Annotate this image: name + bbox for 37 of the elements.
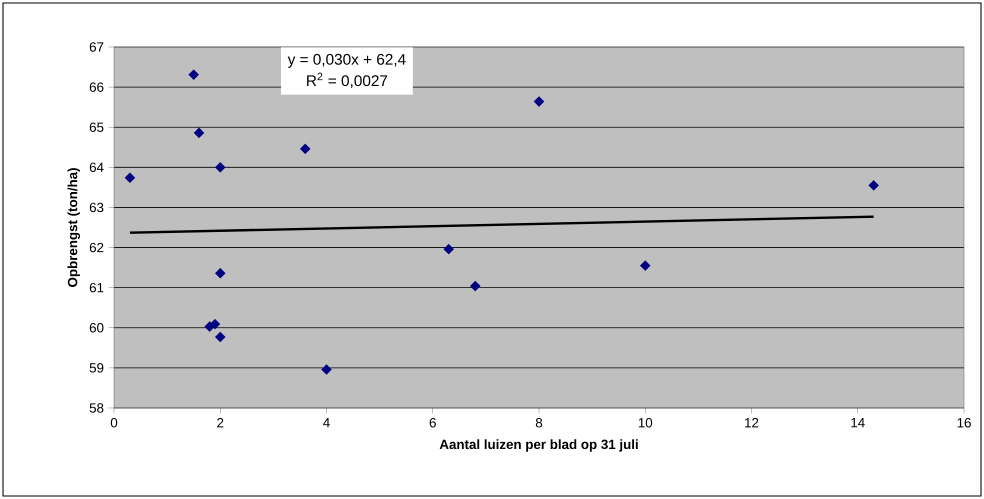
y-tick-label: 61 xyxy=(90,282,104,292)
x-tick-label: 12 xyxy=(745,418,758,428)
y-tick-label: 60 xyxy=(90,323,104,332)
y-tick-label: 62 xyxy=(90,242,104,252)
y-tick-label: 64 xyxy=(90,162,104,172)
x-tick-label: 10 xyxy=(638,418,652,428)
y-tick-label: 67 xyxy=(90,42,104,52)
x-tick-label: 8 xyxy=(536,418,542,428)
point xyxy=(470,280,480,292)
point xyxy=(210,318,220,330)
point xyxy=(215,332,226,342)
x-axis-title: Aantal luizen per blad op 31 juli xyxy=(440,439,638,452)
annotation: y = 0,030x + 62,4 xyxy=(288,54,406,68)
point xyxy=(124,172,136,183)
y-tick-label: 63 xyxy=(90,202,104,212)
point xyxy=(188,70,199,80)
point xyxy=(444,244,454,254)
point xyxy=(534,96,544,107)
point xyxy=(215,268,226,278)
x-tick-label: 16 xyxy=(958,418,971,428)
x-tick-label: 2 xyxy=(217,418,224,428)
annotation: R$^{2}$ = 0,0027 xyxy=(307,72,388,88)
y-axis-title: Opbrengst (ton/ha) xyxy=(68,168,80,287)
point xyxy=(215,162,226,173)
y-tick-label: 66 xyxy=(90,82,104,92)
x-tick-label: 4 xyxy=(323,418,330,428)
x-tick-label: 14 xyxy=(851,418,865,428)
point xyxy=(300,144,310,154)
y-tick-label: 59 xyxy=(90,363,104,373)
point xyxy=(321,364,332,375)
y-tick-label: 65 xyxy=(90,122,104,132)
x-tick-label: 6 xyxy=(430,418,436,428)
x-tick-label: 0 xyxy=(110,418,118,428)
y-tick-label: 58 xyxy=(90,403,104,413)
point xyxy=(194,128,204,138)
point xyxy=(640,260,650,271)
point xyxy=(868,180,879,191)
